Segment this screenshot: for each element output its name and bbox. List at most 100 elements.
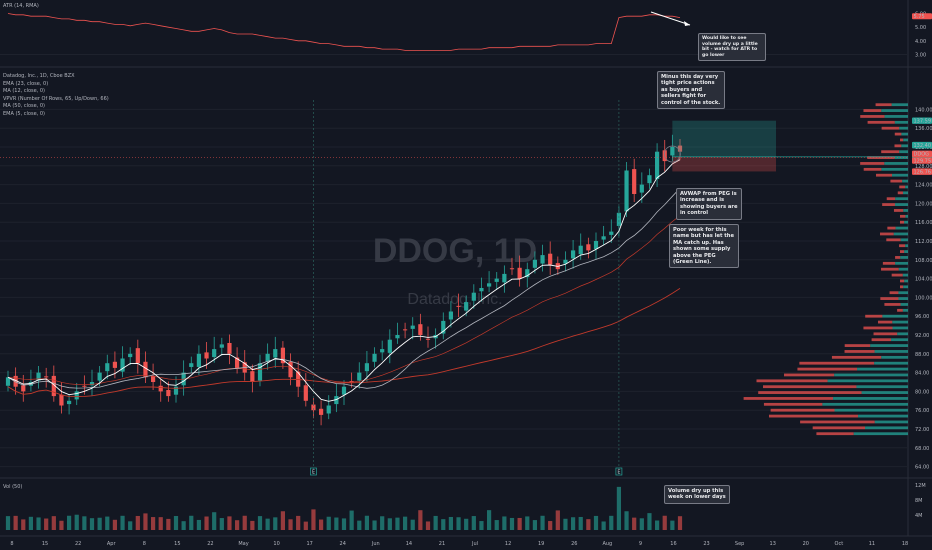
vp-bar-down: [893, 209, 904, 212]
vp-bar-up: [856, 385, 908, 389]
vp-bar-down: [880, 297, 899, 300]
volume-bar: [212, 512, 217, 530]
volume-bar: [97, 517, 102, 530]
candle-body: [387, 339, 392, 353]
vp-bar-up: [874, 361, 908, 365]
volume-bar: [334, 517, 339, 530]
candle-body: [448, 311, 454, 320]
volume-bar: [456, 517, 461, 530]
volume-bar: [654, 520, 660, 530]
vp-bar-down: [758, 391, 862, 394]
volume-bar: [525, 516, 530, 530]
candle-body: [654, 151, 660, 179]
vp-bar-down: [871, 338, 892, 342]
candle-body: [380, 349, 385, 353]
candle-body: [517, 267, 522, 279]
volume-bar: [189, 515, 194, 530]
annotation-volume[interactable]: Volume dry up this week on lower days: [664, 485, 730, 504]
vp-bar-down: [900, 279, 905, 283]
ma50-line: [7, 288, 681, 398]
vp-bar-up: [861, 391, 908, 394]
price-tick-label: 104.00: [915, 277, 932, 283]
vp-bar-up: [904, 250, 908, 253]
volume-bar: [586, 519, 591, 530]
vp-bar-down: [867, 120, 895, 124]
candle-body: [418, 324, 423, 335]
price-tick-label: 136.00: [915, 126, 932, 132]
vp-bar-down: [897, 308, 903, 312]
date-tick-label: 23: [703, 541, 709, 547]
vp-bar-up: [904, 279, 908, 283]
candle-body: [74, 391, 79, 400]
candle-body: [135, 348, 140, 364]
legend-ma50: MA (50, close, 0): [3, 103, 46, 109]
candle-body: [326, 405, 331, 414]
vp-bar-down: [863, 167, 882, 171]
vp-bar-up: [881, 355, 908, 359]
volume-bar: [150, 517, 156, 530]
volume-bar: [21, 519, 26, 530]
legend-ema23: EMA (23, close, 0): [3, 80, 49, 87]
price-tick-label: 116.00: [915, 220, 932, 226]
annotation-poor-week[interactable]: Poor week for this name but has let the …: [669, 224, 739, 269]
candle-body: [563, 259, 568, 264]
candle-body: [189, 363, 194, 367]
volume-bar: [296, 515, 301, 530]
volume-bar: [288, 519, 293, 530]
arrow-head: [684, 21, 690, 26]
candle-body: [486, 283, 492, 287]
candle-body: [5, 377, 11, 386]
annotation-tight-price[interactable]: Minus this day very tight price actions …: [657, 71, 725, 110]
date-tick-label: Aug: [602, 541, 612, 547]
candle-body: [578, 245, 583, 255]
annotation-atr[interactable]: Would like to see volume dry up a little…: [698, 33, 766, 62]
main-legend: Datadog, Inc., 1D, Cboe BZX EMA (23, clo…: [3, 73, 109, 118]
candle-body: [357, 372, 362, 381]
vp-bar-down: [860, 162, 885, 165]
volume-bar: [74, 514, 79, 530]
vol-tick-label: 8M: [915, 498, 923, 504]
volume-bar: [120, 515, 125, 530]
annotation-avwap[interactable]: AVWAP from PEG is increase and is showin…: [676, 188, 742, 220]
candle-body: [410, 325, 415, 329]
volume-bar: [36, 517, 41, 530]
vp-bar-up: [853, 432, 908, 436]
earnings-marker: [310, 467, 317, 476]
candle-body: [196, 353, 202, 367]
price-tag-label: 132.40: [914, 143, 932, 149]
vol-tick-label: 4M: [915, 513, 923, 519]
vp-bar-down: [867, 156, 895, 159]
vp-bar-up: [884, 162, 908, 165]
volume-bar: [410, 519, 415, 530]
volume-bar: [647, 513, 652, 530]
vp-bar-up: [822, 402, 908, 406]
vp-bar-down: [900, 285, 904, 289]
volume-bar: [135, 515, 140, 530]
vp-bar-down: [812, 426, 866, 430]
volume-bar: [662, 515, 667, 530]
price-tick-label: 88.00: [915, 352, 929, 358]
vp-bar-up: [891, 338, 908, 342]
candle-body: [82, 385, 87, 387]
candle-body: [219, 344, 224, 348]
vp-bar-up: [902, 179, 908, 183]
atr-line: [7, 13, 681, 51]
vp-bar-down: [899, 138, 904, 142]
candle-body: [479, 288, 484, 292]
vp-bar-up: [892, 320, 908, 324]
vp-bar-up: [901, 132, 908, 136]
price-tick-label: 76.00: [915, 408, 929, 414]
volume-bar: [486, 510, 492, 530]
volume-bar: [89, 518, 95, 530]
date-tick-label: 8: [143, 541, 146, 547]
price-tag-label: 126.76: [914, 169, 932, 175]
vp-bar-up: [893, 232, 908, 236]
vp-bar-down: [899, 185, 906, 189]
vp-bar-down: [769, 414, 859, 418]
price-tick-label: 96.00: [915, 314, 929, 320]
vp-bar-up: [895, 197, 908, 201]
volume-bar: [181, 521, 186, 530]
vp-bar-down: [863, 109, 882, 112]
